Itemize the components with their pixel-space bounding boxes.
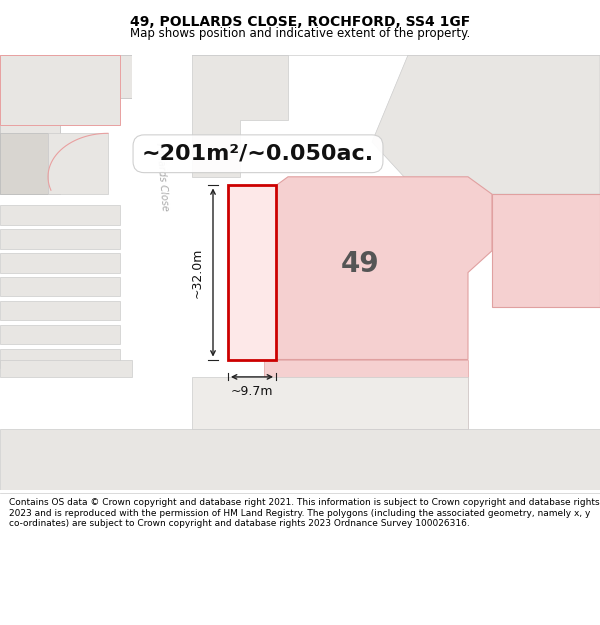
Polygon shape (372, 55, 600, 194)
Polygon shape (264, 177, 492, 359)
Text: Map shows position and indicative extent of the property.: Map shows position and indicative extent… (130, 27, 470, 39)
Polygon shape (0, 325, 120, 344)
Text: ~9.7m: ~9.7m (231, 385, 273, 398)
Polygon shape (264, 359, 468, 429)
Polygon shape (492, 194, 600, 308)
Polygon shape (48, 133, 108, 194)
Text: ~32.0m: ~32.0m (191, 248, 204, 298)
Polygon shape (0, 359, 132, 377)
Polygon shape (132, 55, 192, 251)
Polygon shape (0, 349, 120, 368)
Polygon shape (0, 429, 600, 490)
Text: Contains OS data © Crown copyright and database right 2021. This information is : Contains OS data © Crown copyright and d… (9, 498, 599, 528)
Polygon shape (228, 186, 276, 359)
Polygon shape (0, 229, 120, 249)
Text: 49, POLLARDS CLOSE, ROCHFORD, SS4 1GF: 49, POLLARDS CLOSE, ROCHFORD, SS4 1GF (130, 16, 470, 29)
Polygon shape (0, 205, 120, 224)
Polygon shape (192, 377, 468, 429)
Polygon shape (0, 133, 48, 194)
Polygon shape (192, 55, 288, 177)
Polygon shape (0, 277, 120, 296)
Text: ~201m²/~0.050ac.: ~201m²/~0.050ac. (142, 144, 374, 164)
Text: Pollards Close: Pollards Close (154, 142, 170, 211)
Polygon shape (0, 301, 120, 321)
Polygon shape (0, 55, 132, 194)
Polygon shape (0, 55, 120, 124)
Text: 49: 49 (341, 250, 379, 278)
Polygon shape (0, 253, 120, 272)
